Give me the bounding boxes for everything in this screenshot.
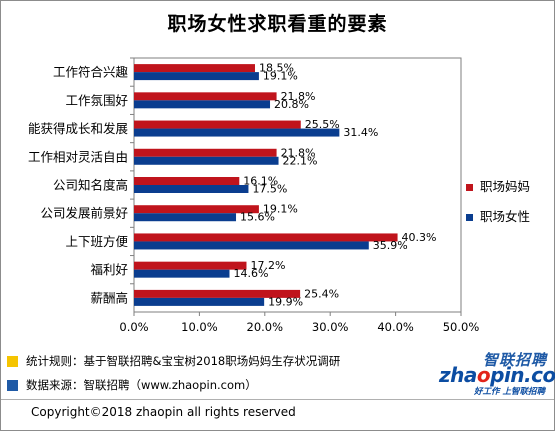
data-label: 25.4% [304, 287, 339, 300]
bar-chart: 0.0% 10.0% 20.0% 30.0% 40.0% 50.0% 工作符合兴趣 18.5%… [28, 57, 530, 334]
category-label: 公司知名度高 [53, 178, 128, 193]
data-label: 25.5% [305, 118, 340, 131]
logo-brand-cn: 智联招聘 [482, 351, 547, 369]
x-tick-label: 20.0% [247, 320, 284, 334]
footer-divider [1, 399, 554, 400]
bar-women [134, 297, 265, 306]
logo-domain-pre: zha [439, 363, 477, 387]
data-label: 19.1% [263, 70, 298, 83]
rule-note: 统计规则：基于智联招聘&宝宝树2018职场妈妈生存状况调研 [7, 353, 340, 369]
blue-square-icon [7, 379, 18, 391]
data-label: 14.6% [233, 267, 268, 280]
bar-women [134, 269, 230, 278]
data-label: 35.9% [373, 239, 408, 252]
bar-women [134, 213, 237, 222]
chart-title: 职场女性求职看重的要素 [167, 13, 388, 35]
copyright-text: Copyright©2018 zhaopin all rights reserv… [31, 405, 296, 419]
bar-mom [134, 289, 301, 298]
bar-mom [134, 92, 277, 101]
legend-label: 职场女性 [480, 209, 530, 224]
x-tick-label: 10.0% [181, 320, 218, 334]
category-label: 薪酬高 [90, 290, 128, 305]
data-label: 19.1% [263, 203, 298, 216]
bar-mom [134, 177, 240, 185]
bar-mom [134, 261, 247, 270]
bar-women [134, 185, 249, 193]
x-tick-label: 0.0% [119, 320, 148, 334]
legend-swatch [466, 184, 473, 191]
source-note-text: 数据来源：智联招聘（www.zhaopin.com） [26, 378, 257, 392]
data-label: 16.1% [243, 175, 278, 188]
data-label: 17.2% [250, 259, 285, 272]
data-label: 18.5% [259, 62, 294, 75]
data-label: 31.4% [343, 126, 378, 139]
x-tick-label: 30.0% [312, 320, 349, 334]
yellow-square-icon [7, 355, 18, 367]
bar-women [134, 128, 340, 137]
rule-note-text: 统计规则：基于智联招聘&宝宝树2018职场妈妈生存状况调研 [26, 354, 341, 368]
data-label: 20.8% [274, 98, 309, 111]
data-label: 15.6% [240, 211, 275, 224]
zhaopin-logo: 智联招聘 zhaopin.com 好工作 上智联招聘 [439, 349, 555, 397]
bar-mom [134, 233, 398, 242]
data-label: 21.8% [281, 146, 316, 159]
category-label: 工作氛围好 [65, 93, 128, 108]
data-label: 19.9% [268, 295, 303, 308]
bar-women [134, 72, 259, 81]
bar-women [134, 156, 279, 165]
legend-swatch [466, 214, 473, 221]
data-label: 22.1% [283, 154, 318, 167]
data-label: 40.3% [402, 231, 437, 244]
logo-domain: zhaopin.com [439, 363, 555, 387]
category-label: 福利好 [90, 262, 128, 277]
category-label: 能获得成长和发展 [28, 121, 128, 136]
source-note: 数据来源：智联招聘（www.zhaopin.com） [7, 377, 257, 393]
bar-mom [134, 64, 255, 73]
bar-mom [134, 205, 259, 214]
category-label: 公司发展前景好 [40, 206, 128, 221]
logo-domain-o: o [476, 363, 491, 387]
data-label: 21.8% [281, 90, 316, 103]
logo-slogan: 好工作 上智联招聘 [474, 387, 545, 397]
bar-women [134, 100, 271, 109]
category-label: 工作符合兴趣 [53, 65, 129, 80]
legend-label: 职场妈妈 [480, 179, 530, 194]
bar-mom [134, 148, 277, 157]
logo-domain-post: pin.com [490, 363, 555, 387]
category-label: 工作相对灵活自由 [28, 149, 128, 164]
bar-mom [134, 120, 301, 129]
data-label: 17.5% [252, 183, 287, 196]
category-label: 上下班方便 [65, 234, 128, 249]
x-tick-label: 50.0% [443, 320, 480, 334]
bar-women [134, 241, 369, 250]
x-tick-label: 40.0% [377, 320, 414, 334]
